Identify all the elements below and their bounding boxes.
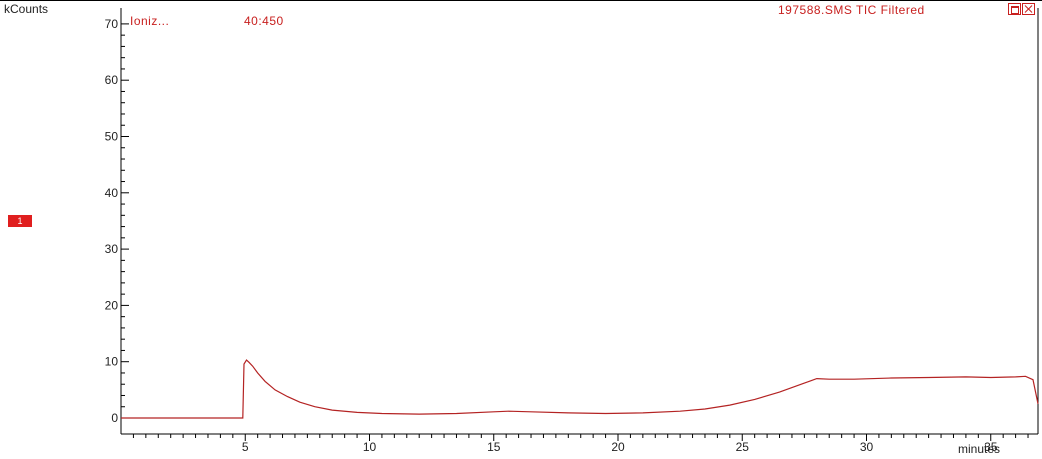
y-ticks-group: 0 10 20 30 40 50 60 70 [105, 17, 129, 425]
y-tick-label: 70 [105, 17, 119, 31]
restore-window-icon[interactable] [1008, 3, 1021, 15]
trace-title: 197588.SMS TIC Filtered [778, 3, 925, 17]
y-tick-label: 10 [105, 355, 119, 369]
y-tick-label: 40 [105, 186, 119, 200]
x-axis-unit: minutes [958, 442, 1001, 456]
y-tick-label: 0 [111, 411, 118, 425]
y-tick-label: 30 [105, 242, 119, 256]
y-axis-unit: kCounts [4, 2, 49, 16]
mass-range-label: 40:450 [244, 14, 284, 28]
trace-marker-badge[interactable]: 1 [8, 215, 32, 227]
ionization-label: Ioniz... [130, 14, 170, 28]
x-tick-label: 20 [611, 440, 625, 454]
y-tick-label: 20 [105, 298, 119, 312]
x-tick-label: 30 [860, 440, 874, 454]
x-tick-label: 15 [487, 440, 501, 454]
y-tick-label: 60 [105, 73, 119, 87]
x-ticks-group: 5 10 15 20 25 30 35 [132, 434, 1029, 454]
x-tick-label: 25 [736, 440, 750, 454]
y-tick-label: 50 [105, 130, 119, 144]
x-tick-label: 5 [242, 440, 249, 454]
close-window-icon[interactable] [1022, 3, 1035, 15]
tic-trace-line [121, 359, 1039, 419]
top-border [0, 0, 1042, 1]
x-tick-label: 10 [363, 440, 377, 454]
x-tick-label: 35 [984, 440, 998, 454]
